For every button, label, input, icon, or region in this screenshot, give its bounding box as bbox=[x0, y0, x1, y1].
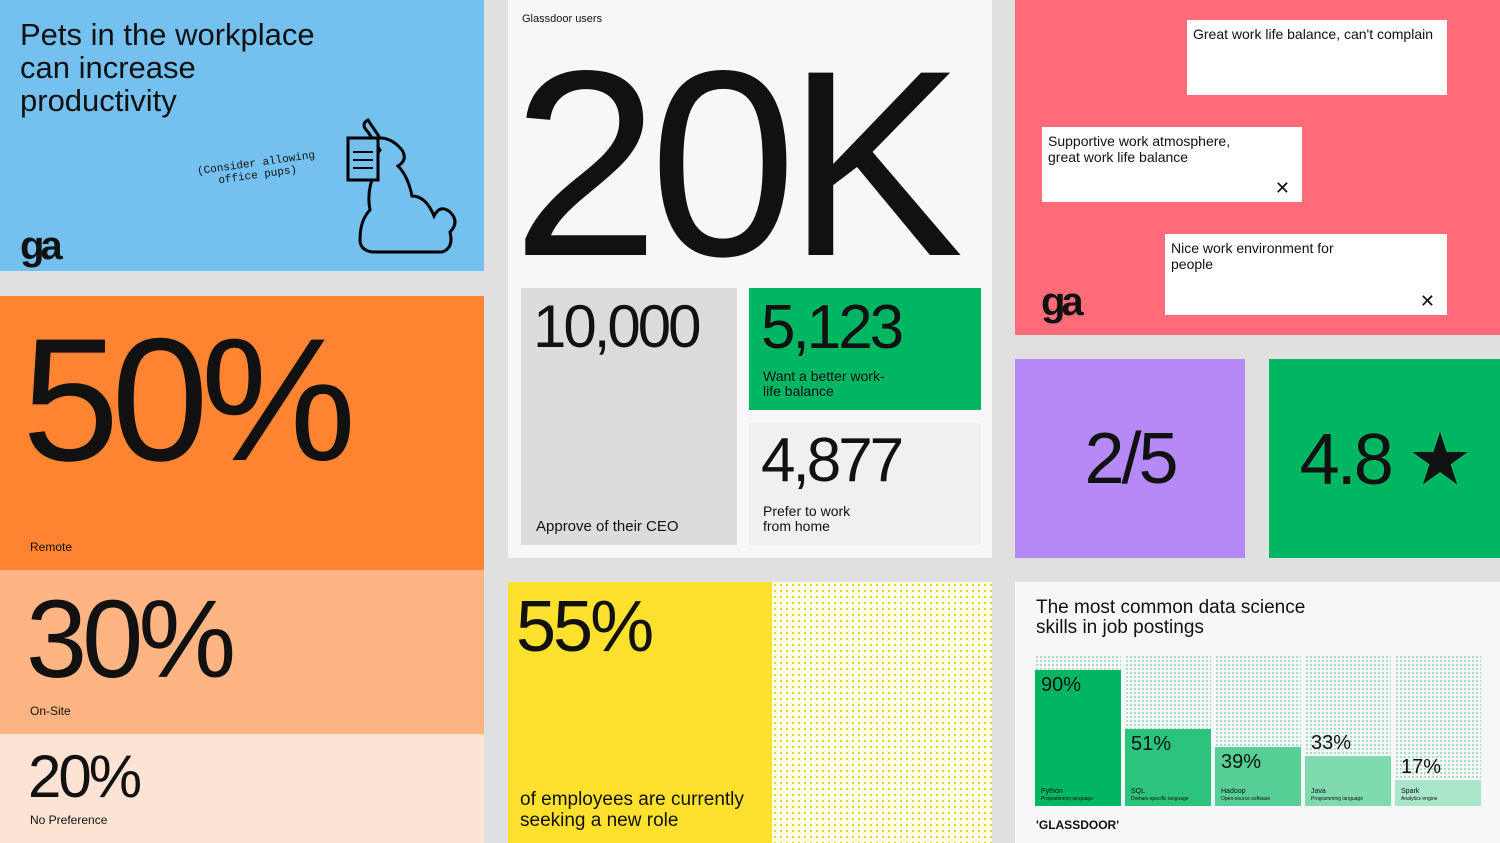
remote-value: 50% bbox=[22, 303, 356, 498]
review-card: Great work life balance, can't complain bbox=[1187, 20, 1447, 95]
bar-track: 33% Java Programming language bbox=[1305, 655, 1391, 806]
seeking-panel: 55% of employees are currently seeking a… bbox=[508, 582, 772, 843]
chart-panel: The most common data science skills in j… bbox=[1015, 582, 1500, 843]
balance-box: 5,123 Want a better work-life balance bbox=[749, 288, 981, 410]
bar-category-label: Java Programming language bbox=[1311, 788, 1363, 802]
home-box: 4,877 Prefer to work from home bbox=[749, 423, 981, 545]
bar-track: 17% Spark Analytics engine bbox=[1395, 655, 1481, 806]
review-text: Nice work environment for people bbox=[1171, 240, 1334, 272]
users-label: Glassdoor users bbox=[522, 13, 603, 25]
glassdoor-logo: ga bbox=[1041, 280, 1084, 324]
bar-chart: 90% Python Programming language 51% SQL Domai… bbox=[1035, 655, 1481, 806]
bar-category-label: Python Programming language bbox=[1041, 788, 1093, 802]
remote-panel: 50% Remote bbox=[0, 296, 484, 570]
onsite-value: 30% bbox=[26, 578, 236, 701]
bar-value-label: 90% bbox=[1041, 674, 1082, 697]
ceo-value: 10,000 bbox=[533, 293, 702, 360]
users-panel: Glassdoor users 20K 10,000 Approve of th… bbox=[508, 0, 992, 558]
review-card: Nice work environment for people ✕ bbox=[1165, 234, 1447, 315]
bar-spark: 17% Spark Analytics engine bbox=[1395, 756, 1481, 806]
balance-value: 5,123 bbox=[761, 293, 904, 362]
nopref-panel: 20% No Preference bbox=[0, 734, 484, 843]
rating-panel: 4.8 ★ bbox=[1269, 359, 1500, 558]
bar-hadoop: 39% Hadoop Open-source software bbox=[1215, 747, 1301, 806]
balance-label: Want a better work-life balance bbox=[763, 368, 885, 399]
dotted-pattern bbox=[772, 582, 992, 843]
bar-category-label: Hadoop Open-source software bbox=[1221, 788, 1271, 802]
bar-python: 90% Python Programming language bbox=[1035, 670, 1121, 806]
dog-illustration-icon bbox=[346, 118, 457, 254]
glassdoor-logo: ga bbox=[20, 224, 63, 268]
home-value: 4,877 bbox=[761, 426, 904, 495]
bar-value-label: 39% bbox=[1221, 751, 1262, 774]
bar-track: 51% SQL Domain-specific language bbox=[1125, 655, 1211, 806]
bar-java: 33% Java Programming language bbox=[1305, 732, 1391, 806]
bar-value-label: 17% bbox=[1401, 756, 1442, 779]
bar-category-label: Spark Analytics engine bbox=[1401, 788, 1438, 802]
fraction-value: 2/5 bbox=[1084, 418, 1178, 499]
review-card: Supportive work atmosphere, great work l… bbox=[1042, 127, 1302, 202]
seeking-value: 55% bbox=[516, 587, 654, 667]
pets-panel: Pets in the workplace can increase produ… bbox=[0, 0, 484, 271]
reviews-panel: Great work life balance, can't complain … bbox=[1015, 0, 1500, 335]
home-label: Prefer to work from home bbox=[763, 503, 851, 534]
nopref-value: 20% bbox=[28, 743, 142, 810]
glassdoor-wordmark: 'GLASSDOOR' bbox=[1036, 818, 1120, 832]
pets-title: Pets in the workplace can increase produ… bbox=[20, 17, 315, 118]
nopref-label: No Preference bbox=[30, 813, 108, 827]
review-text: Supportive work atmosphere, great work l… bbox=[1048, 133, 1231, 165]
close-icon[interactable]: ✕ bbox=[1274, 178, 1290, 198]
ceo-box: 10,000 Approve of their CEO bbox=[521, 288, 737, 545]
bar-value-label: 33% bbox=[1311, 732, 1352, 755]
review-text: Great work life balance, can't complain bbox=[1193, 26, 1434, 42]
chart-title: The most common data science skills in j… bbox=[1036, 597, 1306, 638]
remote-label: Remote bbox=[30, 540, 73, 554]
bar-sql: 51% SQL Domain-specific language bbox=[1125, 729, 1211, 806]
ceo-label: Approve of their CEO bbox=[536, 518, 679, 535]
fraction-panel: 2/5 bbox=[1015, 359, 1245, 558]
onsite-label: On-Site bbox=[30, 704, 71, 718]
pets-note: (Consider allowing office pups) bbox=[196, 149, 316, 188]
close-icon[interactable]: ✕ bbox=[1419, 291, 1435, 311]
users-total: 20K bbox=[512, 16, 964, 312]
seeking-label: of employees are currently seeking a new… bbox=[520, 789, 744, 831]
bar-value-label: 51% bbox=[1131, 733, 1172, 755]
bar-track: 39% Hadoop Open-source software bbox=[1215, 655, 1301, 806]
rating-value: 4.8 ★ bbox=[1299, 419, 1473, 500]
onsite-panel: 30% On-Site bbox=[0, 570, 484, 734]
bar-category-label: SQL Domain-specific language bbox=[1131, 788, 1189, 802]
bar-track: 90% Python Programming language bbox=[1035, 655, 1121, 806]
